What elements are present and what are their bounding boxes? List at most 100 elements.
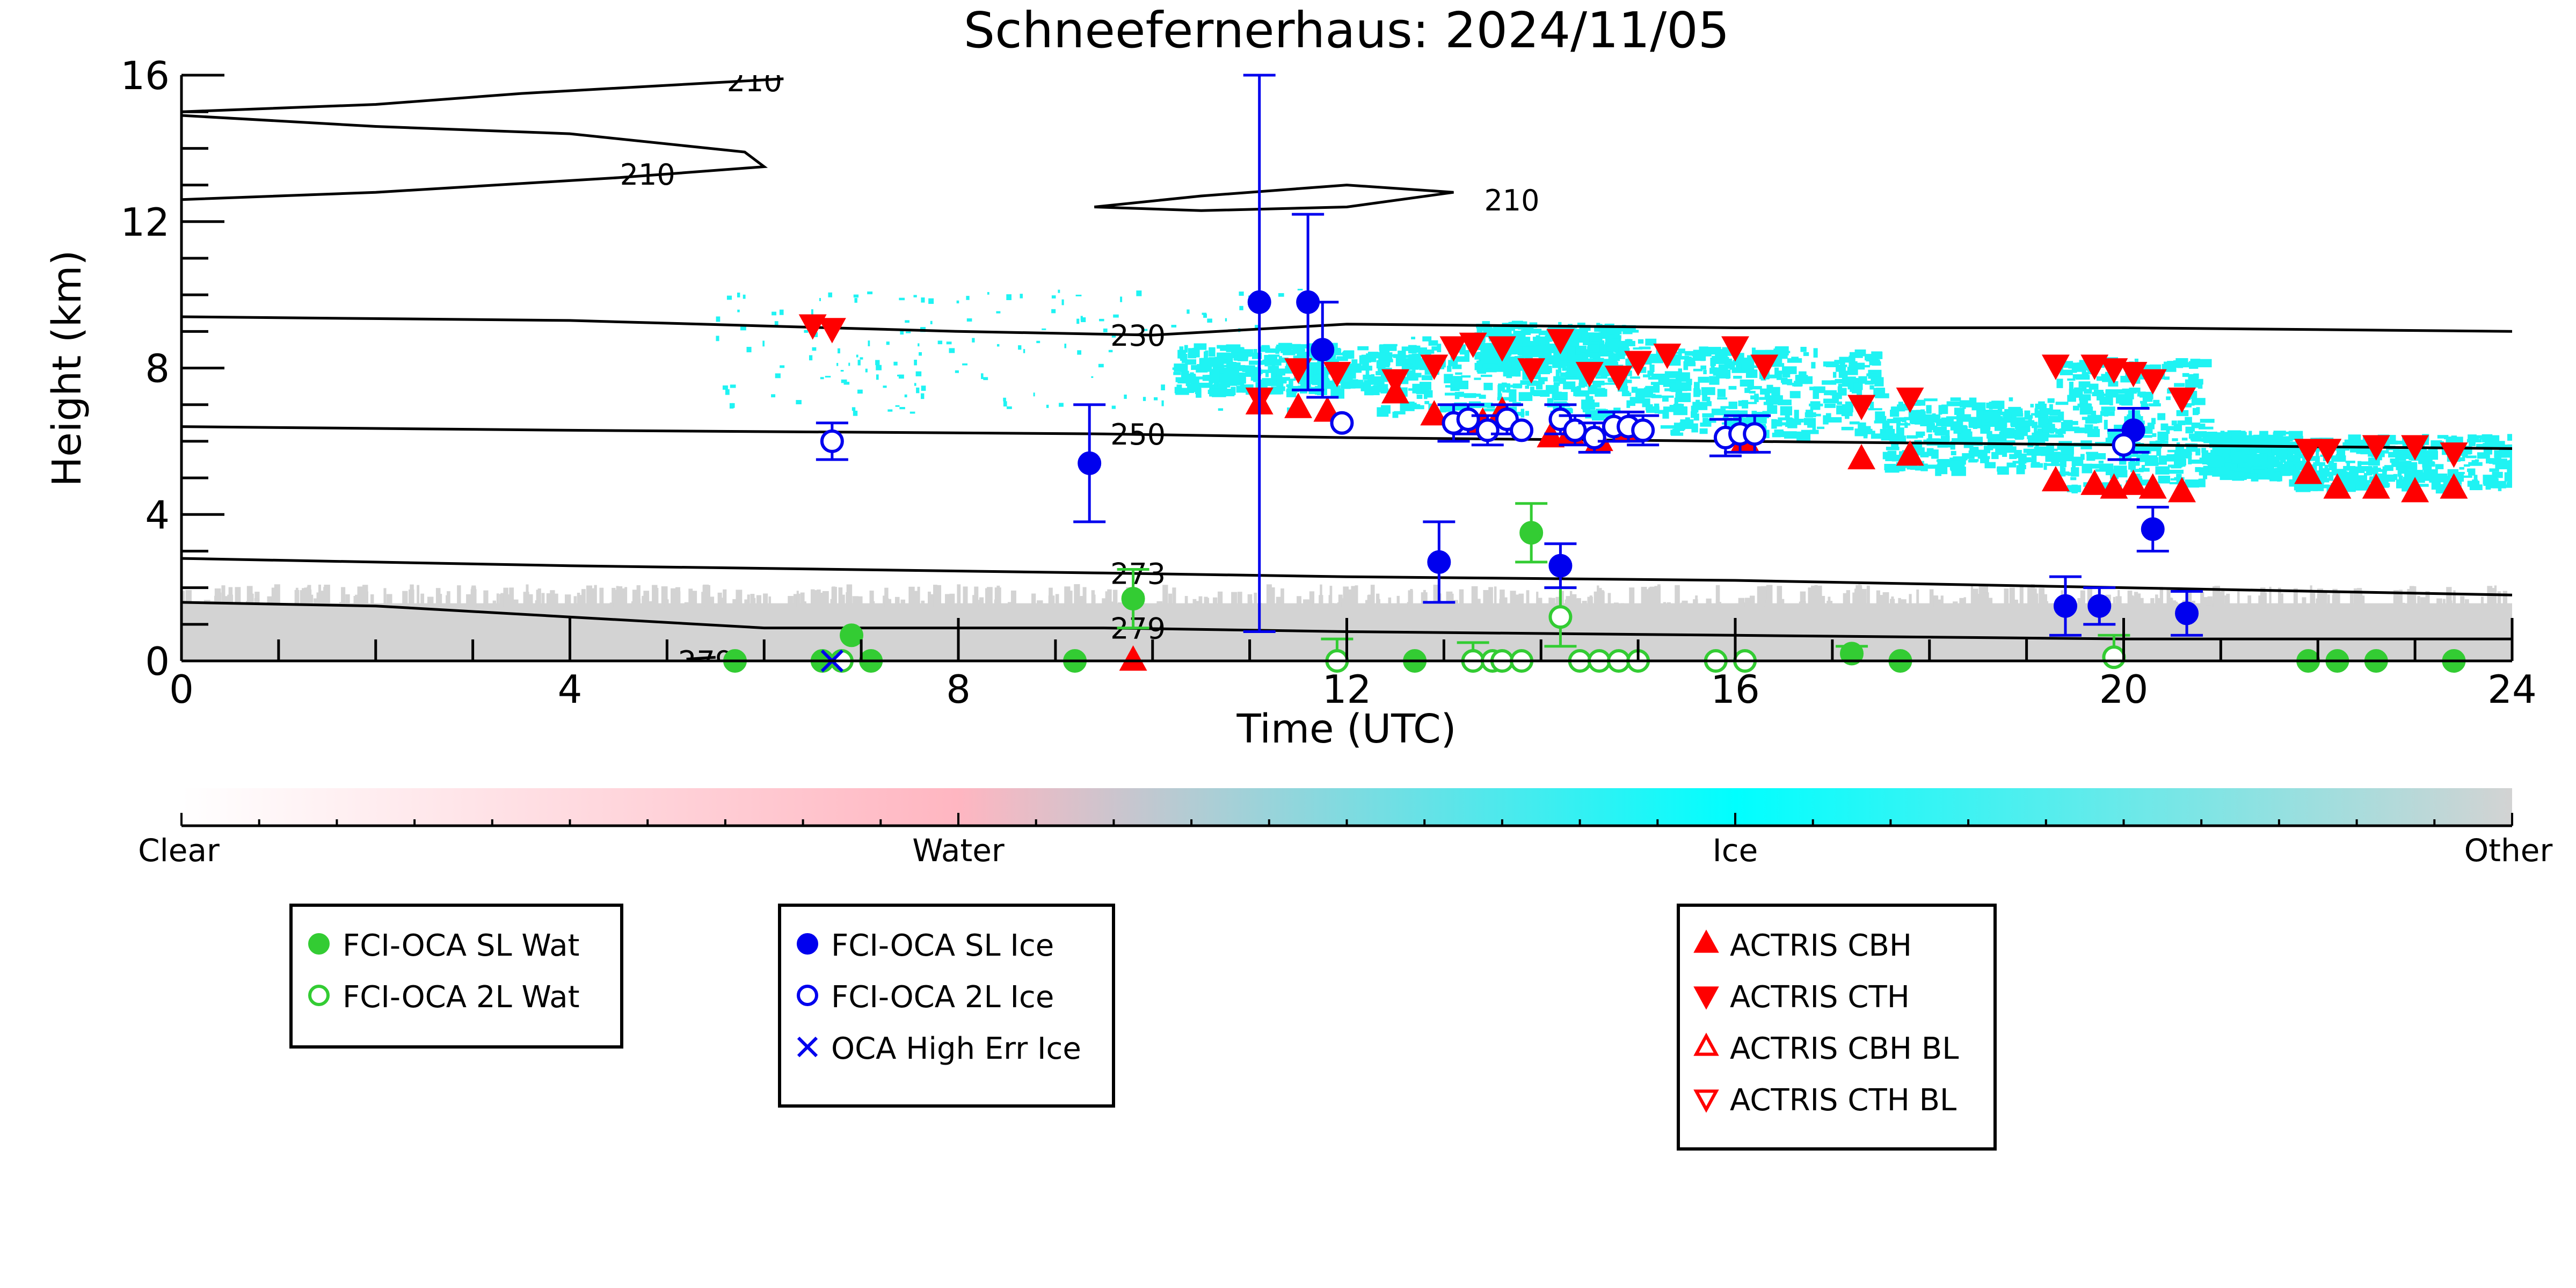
field-ice-speckle [921,385,926,391]
field-ice-speckle [1886,447,1900,450]
field-other-speckle [1113,600,1117,607]
field-ice-speckle [774,321,778,326]
field-ice-speckle [981,373,984,379]
field-ice-speckle [2302,455,2306,464]
field-ice-speckle [2308,456,2317,461]
field-ice-speckle [1998,411,2007,416]
field-ice-speckle [1740,379,1754,387]
field-other-speckle [1780,599,1785,607]
field-ice-speckle [1357,346,1369,351]
field-other-speckle [1526,590,1530,607]
data-point-actris-cth [2138,369,2167,395]
field-ice-speckle [1951,450,1956,455]
field-ice-speckle [1824,403,1836,408]
field-ice-speckle [2192,377,2199,383]
field-ice-speckle [1935,430,1947,436]
field-ice-speckle [1250,375,1260,381]
field-ice-speckle [1316,374,1321,379]
field-ice-speckle [2319,463,2323,472]
data-point-fci-oca-2l-ice [1475,418,1500,442]
field-ice-speckle [2271,468,2279,474]
field-ice-speckle [1938,405,1942,415]
field-other-speckle [647,601,653,607]
field-ice-speckle [1868,408,1882,411]
field-ice-speckle [1260,381,1268,388]
field-ice-speckle [2023,448,2039,453]
field-ice-speckle [1986,431,1992,439]
field-other-speckle [2200,591,2204,607]
field-ice-speckle [1678,368,1683,376]
field-other-speckle [1551,598,1555,607]
field-ice-speckle [1495,326,1503,330]
field-ice-speckle [915,371,922,376]
field-other-speckle [1031,593,1036,607]
field-ice-speckle [2177,420,2186,425]
field-ice-speckle [1179,346,1184,351]
field-ice-speckle [2019,408,2023,415]
field-ice-speckle [1949,460,1960,470]
field-ice-speckle [1226,361,1236,368]
field-ice-speckle [2249,467,2255,474]
field-other-speckle [1320,584,1322,607]
field-ice-speckle [1177,379,1187,384]
field-ice-speckle [1051,309,1056,314]
field-ice-speckle [1279,389,1284,395]
field-ice-speckle [2492,471,2503,478]
field-ice-speckle [1700,356,1705,361]
field-ice-speckle [1882,452,1889,460]
field-ice-speckle [1233,365,1246,372]
field-ice-speckle [1772,419,1782,427]
data-point-fci-oca-2l-ice [1330,411,1354,435]
field-ice-speckle [1239,305,1243,310]
field-ice-speckle [1203,314,1207,318]
field-ice-speckle [2393,474,2398,481]
field-other-speckle [1858,584,1861,607]
field-other-speckle [673,588,675,607]
field-ice-speckle [1806,410,1814,418]
field-ice-speckle [1265,348,1278,353]
field-ice-speckle [1076,318,1080,324]
field-ice-speckle [1383,345,1397,351]
field-ice-speckle [1880,416,1887,423]
field-ice-speckle [1629,403,1635,406]
data-markers [723,74,2468,673]
field-ice-speckle [1698,376,1709,383]
field-ice-speckle [2082,372,2089,376]
field-ice-speckle [2077,403,2092,407]
field-ice-speckle [1616,326,1625,331]
field-ice-speckle [1707,347,1721,355]
contour-line [181,77,784,113]
field-ice-speckle [1236,385,1244,393]
field-ice-speckle [1867,355,1879,359]
field-other-speckle [1514,594,1520,607]
field-ice-speckle [2003,412,2012,417]
field-other-speckle [2214,591,2221,607]
field-ice-speckle [2200,419,2215,423]
field-ice-speckle [1693,368,1703,372]
field-other-speckle [2267,606,2272,607]
field-other-speckle [427,596,434,607]
field-ice-speckle [1751,411,1757,416]
field-ice-speckle [1209,347,1216,357]
field-ice-speckle [2137,391,2146,397]
field-ice-speckle [2188,457,2192,464]
field-ice-speckle [1787,418,1798,428]
field-ice-speckle [2150,442,2157,452]
legend-marker-actris-cbh-bl [1693,1032,1719,1056]
field-other-speckle [1469,606,1475,607]
field-ice-speckle [2397,461,2412,467]
contour-line [181,315,2512,337]
field-ice-speckle [1960,426,1968,431]
field-ice-speckle [2167,449,2175,453]
field-ice-speckle [1548,350,1552,358]
field-ice-speckle [1196,364,1211,371]
field-ice-speckle [1670,430,1680,435]
field-ice-speckle [1596,409,1606,412]
field-ice-speckle [2475,459,2479,462]
field-ice-speckle [2012,461,2027,464]
field-ice-speckle [1589,341,1599,345]
field-ice-speckle [1578,349,1588,354]
contour-label: 210 [620,158,675,192]
field-ice-speckle [2476,435,2485,439]
field-ice-speckle [1239,292,1244,296]
